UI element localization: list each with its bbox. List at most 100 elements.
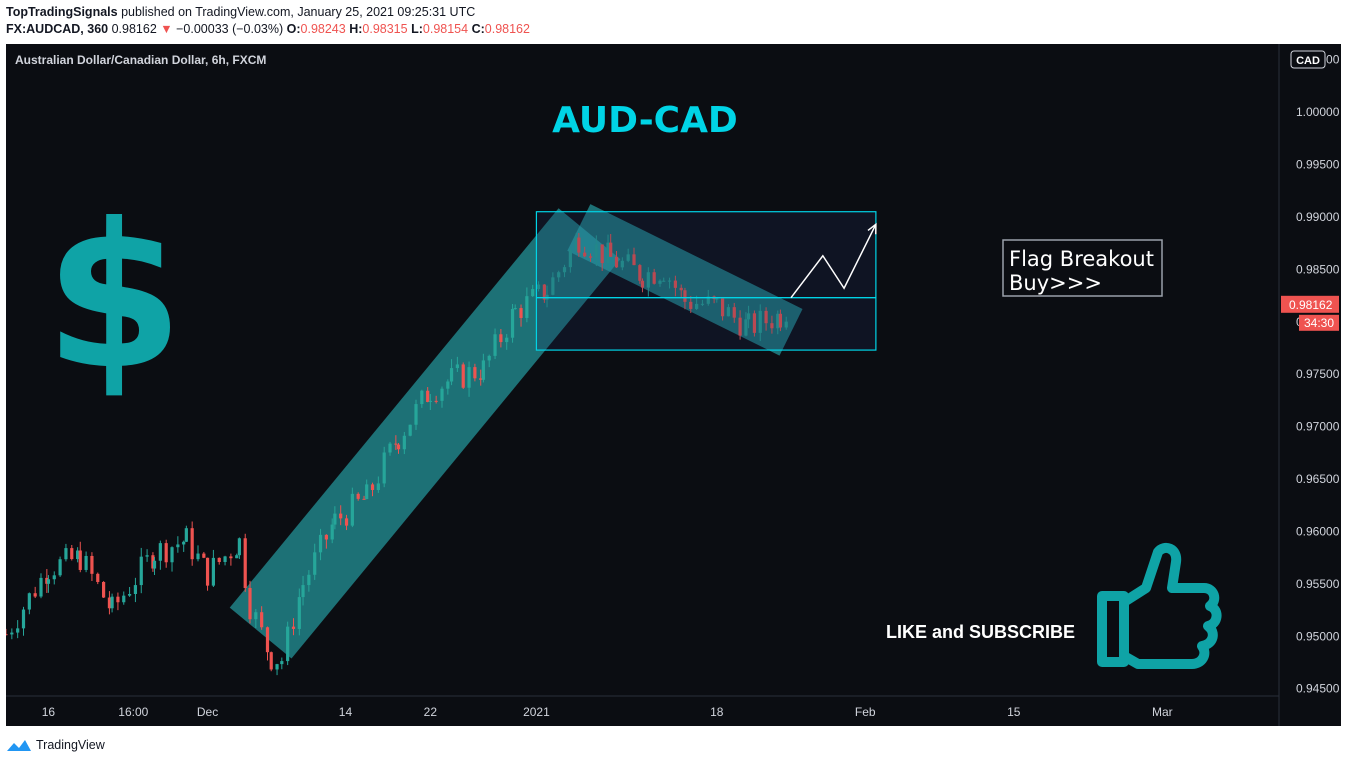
candle-body: [211, 557, 215, 586]
candle-body: [217, 557, 221, 563]
candle-body: [27, 593, 31, 610]
candle-body: [275, 664, 279, 670]
like-subscribe-text: LIKE and SUBSCRIBE: [886, 622, 1075, 642]
last-price-label: 0.98162: [1289, 298, 1333, 312]
low-label: L:: [411, 22, 423, 36]
candle-body: [499, 334, 503, 343]
chart-svg[interactable]: 0.94500 0.95000 0.95500 0.96000 0.96500 0.970…: [6, 44, 1341, 726]
price-tick-label: 0.99500: [1296, 158, 1340, 172]
candle-body: [90, 555, 94, 574]
time-tick-label: Feb: [855, 705, 876, 719]
low-value: 0.98154: [422, 22, 469, 36]
candle-body: [365, 484, 369, 499]
candle-body: [333, 513, 337, 525]
dollar-icon: $: [44, 181, 183, 414]
flag-breakout-text: Flag Breakout: [1009, 247, 1154, 271]
candle-body: [414, 404, 418, 425]
close-label: C:: [471, 22, 485, 36]
change-value: −0.00033 (−0.03%): [176, 22, 284, 36]
footer: TradingView: [6, 736, 105, 754]
candle-body: [426, 390, 430, 402]
candle-body: [182, 541, 186, 545]
candle-body: [764, 310, 768, 324]
candle-body: [376, 483, 380, 490]
candle-body: [202, 553, 206, 558]
candle-body: [237, 538, 241, 556]
price-tick-label: 0.97500: [1296, 367, 1340, 381]
price-tick-label: 0.95500: [1296, 577, 1340, 591]
candle-body: [758, 310, 762, 333]
tradingview-brand[interactable]: TradingView: [36, 738, 105, 752]
candle-body: [350, 493, 354, 526]
candle-body: [205, 557, 210, 586]
candle-body: [467, 367, 471, 388]
time-tick-label: 18: [710, 705, 724, 719]
author-name[interactable]: TopTradingSignals: [6, 5, 118, 19]
candle-body: [720, 298, 725, 317]
candle-body: [652, 272, 656, 284]
candle-body: [286, 626, 290, 662]
candle-body: [58, 559, 62, 576]
chart-area[interactable]: 0.94500 0.95000 0.95500 0.96000 0.96500 0.970…: [6, 44, 1341, 726]
candle-body: [776, 313, 780, 329]
candle-body: [330, 524, 334, 540]
candle-body: [510, 308, 515, 338]
candle-body: [455, 364, 459, 369]
high-value: 0.98315: [362, 22, 408, 36]
candle-body: [235, 555, 239, 559]
candle-body: [479, 378, 483, 380]
candle-body: [683, 290, 687, 302]
candle-body: [744, 319, 748, 336]
candle-body: [662, 280, 666, 282]
candle-body: [568, 249, 572, 268]
candle-body: [243, 538, 247, 588]
time-tick-label: 2021: [523, 705, 550, 719]
candle-body: [626, 254, 630, 261]
currency-label: CAD: [1296, 55, 1320, 67]
candle-body: [145, 555, 149, 557]
candle-body: [396, 444, 401, 450]
candle-body: [324, 534, 328, 540]
candle-body: [196, 553, 200, 560]
price-tick-label: 0.98500: [1296, 262, 1340, 276]
candle-body: [344, 518, 349, 526]
candle-body: [562, 267, 567, 273]
candle-body: [519, 308, 523, 318]
candle-body: [536, 284, 541, 290]
candle-body: [248, 587, 252, 620]
candle-body: [689, 301, 693, 309]
open-label: O:: [286, 22, 301, 36]
candle-body: [434, 400, 438, 402]
candle-body: [640, 280, 645, 288]
chart-background: [6, 44, 1341, 726]
candle-body: [606, 242, 610, 264]
candle-body: [658, 280, 662, 284]
price-tick-label: 0.99000: [1296, 210, 1340, 224]
candle-body: [574, 237, 578, 250]
candle-body: [778, 313, 783, 328]
thumbs-up-icon: [1097, 542, 1222, 669]
candle-body: [96, 573, 100, 582]
tradingview-logo-icon[interactable]: [6, 738, 32, 752]
candle-body: [446, 381, 450, 389]
candle-body: [301, 585, 305, 598]
candle-body: [78, 550, 82, 570]
candle-body: [229, 556, 233, 559]
currency-box: [1290, 50, 1326, 69]
candle-body: [107, 597, 112, 609]
candle-body: [356, 493, 360, 499]
candle-body: [116, 596, 120, 603]
candle-body: [101, 581, 106, 598]
candle-body: [269, 652, 273, 670]
candle-body: [473, 367, 477, 379]
candle-body: [362, 498, 366, 500]
candle-body: [260, 612, 264, 628]
candle-body: [738, 317, 742, 336]
candle-body: [551, 277, 555, 295]
candle-body: [583, 252, 587, 257]
candle-body: [632, 254, 636, 266]
candle-body: [16, 628, 20, 633]
price-tick-label: 0.94500: [1296, 682, 1340, 696]
candle-body: [620, 260, 624, 268]
candle-body: [609, 242, 613, 257]
